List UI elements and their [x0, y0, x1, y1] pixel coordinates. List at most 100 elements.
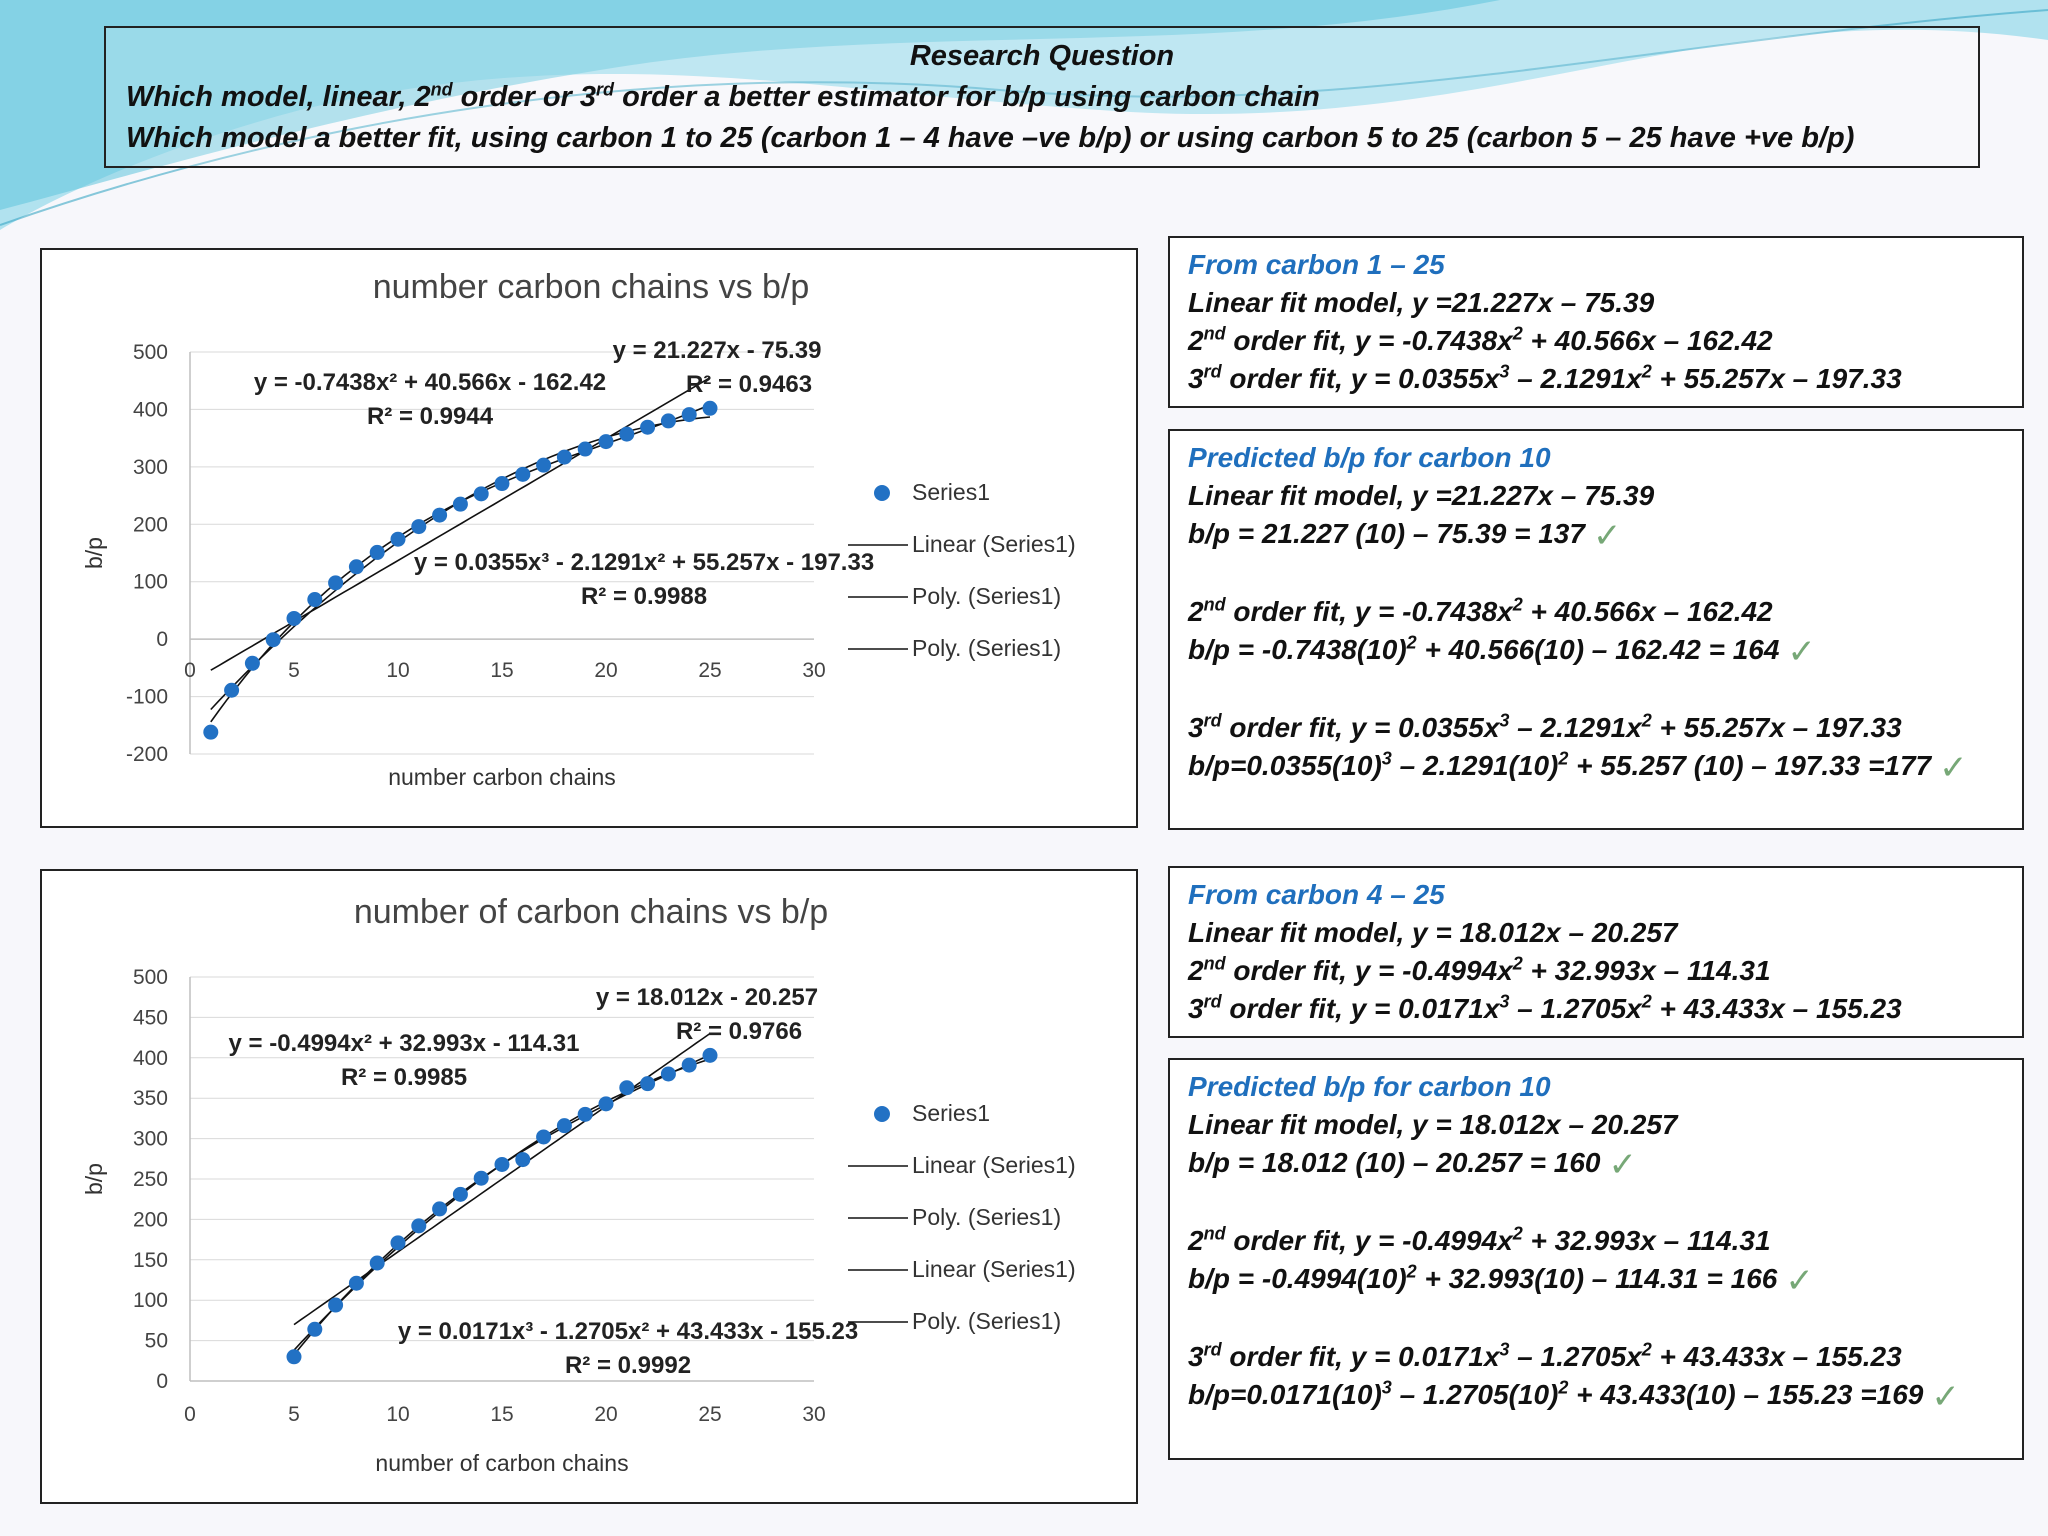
y-tick-label: -200	[126, 743, 168, 766]
y-tick-label: 100	[133, 571, 168, 594]
data-point	[681, 1057, 697, 1073]
data-point	[307, 592, 323, 608]
legend-marker	[874, 1106, 890, 1122]
linear-prediction-text: b/p = 18.012 (10) – 20.257 = 160 ✓	[1188, 1146, 1638, 1184]
r-squared-label: R² = 0.9463	[686, 371, 812, 398]
linear-model-text: Linear fit model, y = 18.012x – 20.257	[1188, 917, 1678, 948]
research-question-2: Which model a better fit, using carbon 1…	[126, 122, 1855, 154]
y-tick-label: 0	[156, 628, 168, 651]
data-point	[556, 449, 572, 465]
x-tick-label: 0	[184, 1403, 196, 1426]
data-point	[494, 476, 510, 492]
legend-label: Series1	[912, 1100, 990, 1126]
x-tick-label: 10	[386, 659, 409, 682]
legend-label: Linear (Series1)	[912, 1256, 1076, 1282]
data-point	[598, 1096, 614, 1112]
data-point	[702, 400, 718, 416]
data-point	[411, 519, 427, 535]
panel-heading: Predicted b/p for carbon 10	[1188, 442, 1551, 473]
data-point	[369, 544, 385, 560]
check-icon: ✓	[1785, 1262, 1814, 1300]
second-order-prediction-text: b/p = -0.4994(10)2 + 32.993(10) – 114.31…	[1188, 1261, 1814, 1300]
x-tick-label: 15	[490, 1403, 513, 1426]
data-point	[577, 441, 593, 457]
x-tick-label: 15	[490, 659, 513, 682]
second-order-text: 2nd order fit, y = -0.7438x2 + 40.566x –…	[1188, 594, 1773, 627]
research-question-box: Research Question Which model, linear, 2…	[104, 26, 1980, 168]
data-point	[390, 531, 406, 547]
data-point	[536, 457, 552, 473]
equation-label: y = 0.0355x³ - 2.1291x² + 55.257x - 197.…	[414, 549, 874, 576]
data-point	[328, 1297, 344, 1313]
legend-label: Poly. (Series1)	[912, 583, 1061, 609]
second-order-text: 2nd order fit, y = -0.7438x2 + 40.566x –…	[1188, 323, 1773, 356]
y-tick-label: -100	[126, 686, 168, 709]
panel-heading: From carbon 1 – 25	[1188, 249, 1445, 280]
y-tick-label: 400	[133, 1047, 168, 1070]
panel-heading: Predicted b/p for carbon 10	[1188, 1071, 1551, 1102]
check-icon: ✓	[1931, 1378, 1960, 1416]
equation-label: y = -0.7438x² + 40.566x - 162.42	[254, 369, 606, 396]
data-point	[702, 1047, 718, 1063]
data-point	[432, 1201, 448, 1217]
background-wave	[0, 0, 2048, 230]
x-axis-title: number of carbon chains	[375, 1450, 628, 1476]
data-point	[681, 407, 697, 423]
data-point	[598, 434, 614, 450]
second-order-text: 2nd order fit, y = -0.4994x2 + 32.993x –…	[1188, 953, 1771, 986]
legend-marker	[874, 485, 890, 501]
second-order-prediction-text: b/p = -0.7438(10)2 + 40.566(10) – 162.42…	[1188, 632, 1816, 671]
y-tick-label: 500	[133, 966, 168, 989]
data-point	[619, 426, 635, 442]
x-tick-label: 10	[386, 1403, 409, 1426]
r-squared-label: R² = 0.9985	[341, 1064, 467, 1091]
y-tick-label: 50	[145, 1330, 168, 1353]
y-tick-label: 200	[133, 1208, 168, 1231]
third-order-text: 3rd order fit, y = 0.0355x3 – 2.1291x2 +…	[1188, 710, 1902, 743]
panel-carbon-4-25: From carbon 4 – 25 Linear fit model, y =…	[1168, 866, 2024, 1038]
data-point	[660, 413, 676, 429]
data-point	[660, 1066, 676, 1082]
chart-carbon-5-25: number of carbon chains vs b/p 0 50 100 150 2…	[40, 869, 1138, 1504]
y-tick-label: 500	[133, 341, 168, 364]
data-point	[348, 559, 364, 575]
panel-carbon-1-25: From carbon 1 – 25 Linear fit model, y =…	[1168, 236, 2024, 408]
chart-svg: number of carbon chains vs b/p0501001502…	[81, 893, 1076, 1476]
trendline-poly3	[293, 1054, 711, 1356]
y-tick-label: 250	[133, 1168, 168, 1191]
y-tick-label: 300	[133, 456, 168, 479]
third-order-prediction-text: b/p=0.0355(10)3 – 2.1291(10)2 + 55.257 (…	[1188, 748, 1968, 787]
research-question-1: Which model, linear, 2nd order or 3rd or…	[126, 79, 1320, 113]
y-tick-label: 100	[133, 1289, 168, 1312]
legend-label: Poly. (Series1)	[912, 635, 1061, 661]
data-point	[556, 1118, 572, 1134]
equation-label: y = -0.4994x² + 32.993x - 114.31	[229, 1030, 580, 1057]
data-point	[244, 655, 260, 671]
chart-title: number of carbon chains vs b/p	[354, 893, 828, 931]
panel-heading: From carbon 4 – 25	[1188, 879, 1445, 910]
data-point	[224, 682, 240, 698]
research-question-title: Research Question	[909, 40, 1175, 72]
data-point	[515, 466, 531, 482]
data-point	[619, 1080, 635, 1096]
panel-prediction-4-25: Predicted b/p for carbon 10 Linear fit m…	[1168, 1058, 2024, 1460]
trendline-poly2	[293, 1058, 711, 1351]
linear-model-text: Linear fit model, y =21.227x – 75.39	[1188, 480, 1655, 511]
y-tick-label: 400	[133, 398, 168, 421]
data-point	[640, 419, 656, 435]
r-squared-label: R² = 0.9766	[676, 1018, 802, 1045]
y-axis-title: b/p	[81, 1163, 107, 1195]
x-tick-label: 25	[698, 1403, 721, 1426]
x-tick-label: 5	[288, 659, 300, 682]
legend-label: Linear (Series1)	[912, 531, 1076, 557]
data-point	[452, 1186, 468, 1202]
data-point	[473, 486, 489, 502]
y-tick-label: 200	[133, 513, 168, 536]
x-tick-label: 20	[594, 659, 617, 682]
third-order-text: 3rd order fit, y = 0.0355x3 – 2.1291x2 +…	[1188, 361, 1902, 394]
third-order-prediction-text: b/p=0.0171(10)3 – 1.2705(10)2 + 43.433(1…	[1188, 1377, 1960, 1416]
x-tick-label: 20	[594, 1403, 617, 1426]
equation-label: y = 18.012x - 20.257	[596, 984, 818, 1011]
data-point	[473, 1170, 489, 1186]
data-point	[536, 1129, 552, 1145]
